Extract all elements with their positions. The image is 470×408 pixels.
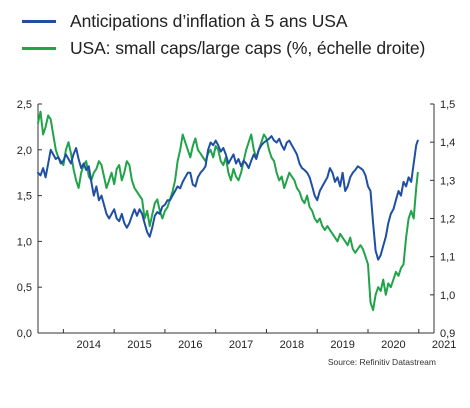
x-tick-label: 2019 [330, 339, 354, 351]
legend-swatch-inflation [22, 20, 56, 23]
tick-labels: 0,0 0,5 1,0 1,5 2,0 2,5 0,9 1,0 1,1 1,2 1,3 1,4 1,5 2… [17, 99, 457, 351]
legend-swatch-small-large-caps [22, 47, 56, 50]
right-tick-label: 1,2 [440, 214, 455, 226]
legend-label-inflation: Anticipations d’inflation à 5 ans USA [70, 11, 348, 31]
source-note: Source: Refinitiv Datastream [328, 357, 436, 367]
left-tick-label: 0,0 [17, 328, 32, 340]
x-tick-label: 2016 [178, 339, 202, 351]
legend-label-small-large-caps: USA: small caps/large caps (%, échelle d… [70, 38, 426, 58]
right-tick-label: 1,0 [440, 290, 455, 302]
series-line-inflation [37, 135, 419, 261]
right-tick-label: 1,4 [440, 137, 455, 149]
right-tick-label: 0,9 [440, 328, 455, 340]
left-tick-label: 1,5 [17, 191, 32, 203]
chart-axes [37, 103, 435, 334]
x-tick-label: 2014 [77, 339, 101, 351]
x-tick-label: 2018 [280, 339, 304, 351]
x-tick-label: 2021 [432, 339, 456, 351]
right-tick-label: 1,5 [440, 99, 455, 111]
right-tick-label: 1,3 [440, 175, 455, 187]
left-tick-label: 1,0 [17, 236, 32, 248]
series-line-small-large-caps [37, 110, 419, 312]
right-tick-label: 1,1 [440, 252, 455, 264]
x-tick-label: 2020 [381, 339, 405, 351]
left-tick-label: 2,5 [17, 99, 32, 111]
left-tick-label: 0,5 [17, 282, 32, 294]
x-tick-label: 2015 [127, 339, 151, 351]
left-tick-label: 2,0 [17, 145, 32, 157]
x-tick-label: 2017 [229, 339, 253, 351]
chart-series [37, 110, 419, 312]
